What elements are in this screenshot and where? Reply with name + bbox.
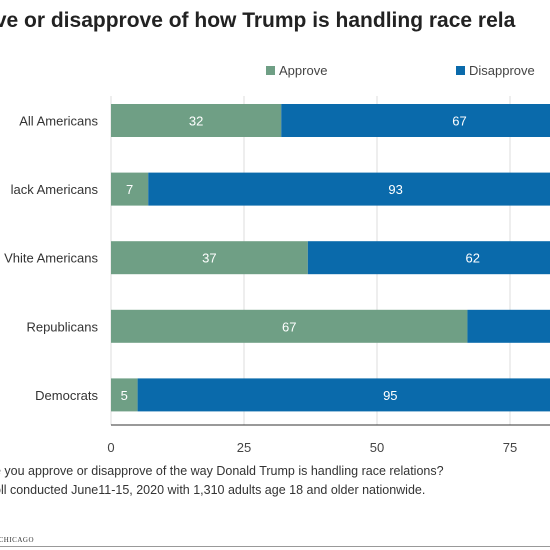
- bar-disapprove: [137, 378, 550, 412]
- category-label: All Americans: [19, 114, 98, 129]
- data-label-approve: 7: [126, 182, 133, 197]
- legend-swatch-disapprove: [456, 66, 465, 75]
- data-label-disapprove: 67: [452, 114, 466, 129]
- x-tick-label-0: 0: [107, 440, 114, 455]
- data-label-approve: 37: [202, 251, 216, 266]
- bar-disapprove: [307, 241, 550, 275]
- university-logo: Y of CHICAGO: [0, 536, 35, 544]
- bar-approve: [111, 378, 138, 412]
- bar-approve: [111, 104, 282, 137]
- legend-label-approve: Approve: [279, 63, 328, 78]
- data-label-approve: 67: [282, 319, 296, 334]
- data-label-approve: 5: [121, 388, 128, 403]
- bottom-rule: [0, 546, 550, 547]
- bar-disapprove: [148, 172, 550, 206]
- bar-approve: [111, 241, 308, 275]
- category-label: Republicans: [26, 319, 98, 334]
- data-label-disapprove: 95: [383, 388, 397, 403]
- bar-approve: [111, 309, 468, 343]
- legend-swatch-approve: [266, 66, 275, 75]
- data-label-disapprove: 93: [388, 182, 402, 197]
- legend-label-disapprove: Disapprove: [469, 63, 535, 78]
- legend-item-disapprove: Disapprove: [456, 63, 535, 78]
- category-label: Democrats: [35, 388, 98, 403]
- bar-disapprove: [467, 309, 550, 343]
- bar-approve: [111, 172, 149, 206]
- bar-chart: 0 25 50 75 All Americans 32 67 lack Americans 7 9…: [4, 96, 550, 455]
- chart-title: ove or disapprove of how Trump is handli…: [0, 9, 516, 32]
- x-tick-label-25: 25: [237, 440, 251, 455]
- x-tick-label-75: 75: [503, 440, 517, 455]
- x-tick-label-50: 50: [370, 440, 384, 455]
- category-label: Vhite Americans: [4, 251, 98, 266]
- footnote-question: e you approve or disapprove of the way D…: [0, 464, 444, 478]
- legend-item-approve: Approve: [266, 63, 327, 78]
- data-label-approve: 32: [189, 114, 203, 129]
- footnote-methodology: oll conducted June11-15, 2020 with 1,310…: [0, 483, 426, 497]
- bar-disapprove: [281, 104, 550, 137]
- category-label: lack Americans: [11, 182, 99, 197]
- data-label-disapprove: 62: [466, 251, 480, 266]
